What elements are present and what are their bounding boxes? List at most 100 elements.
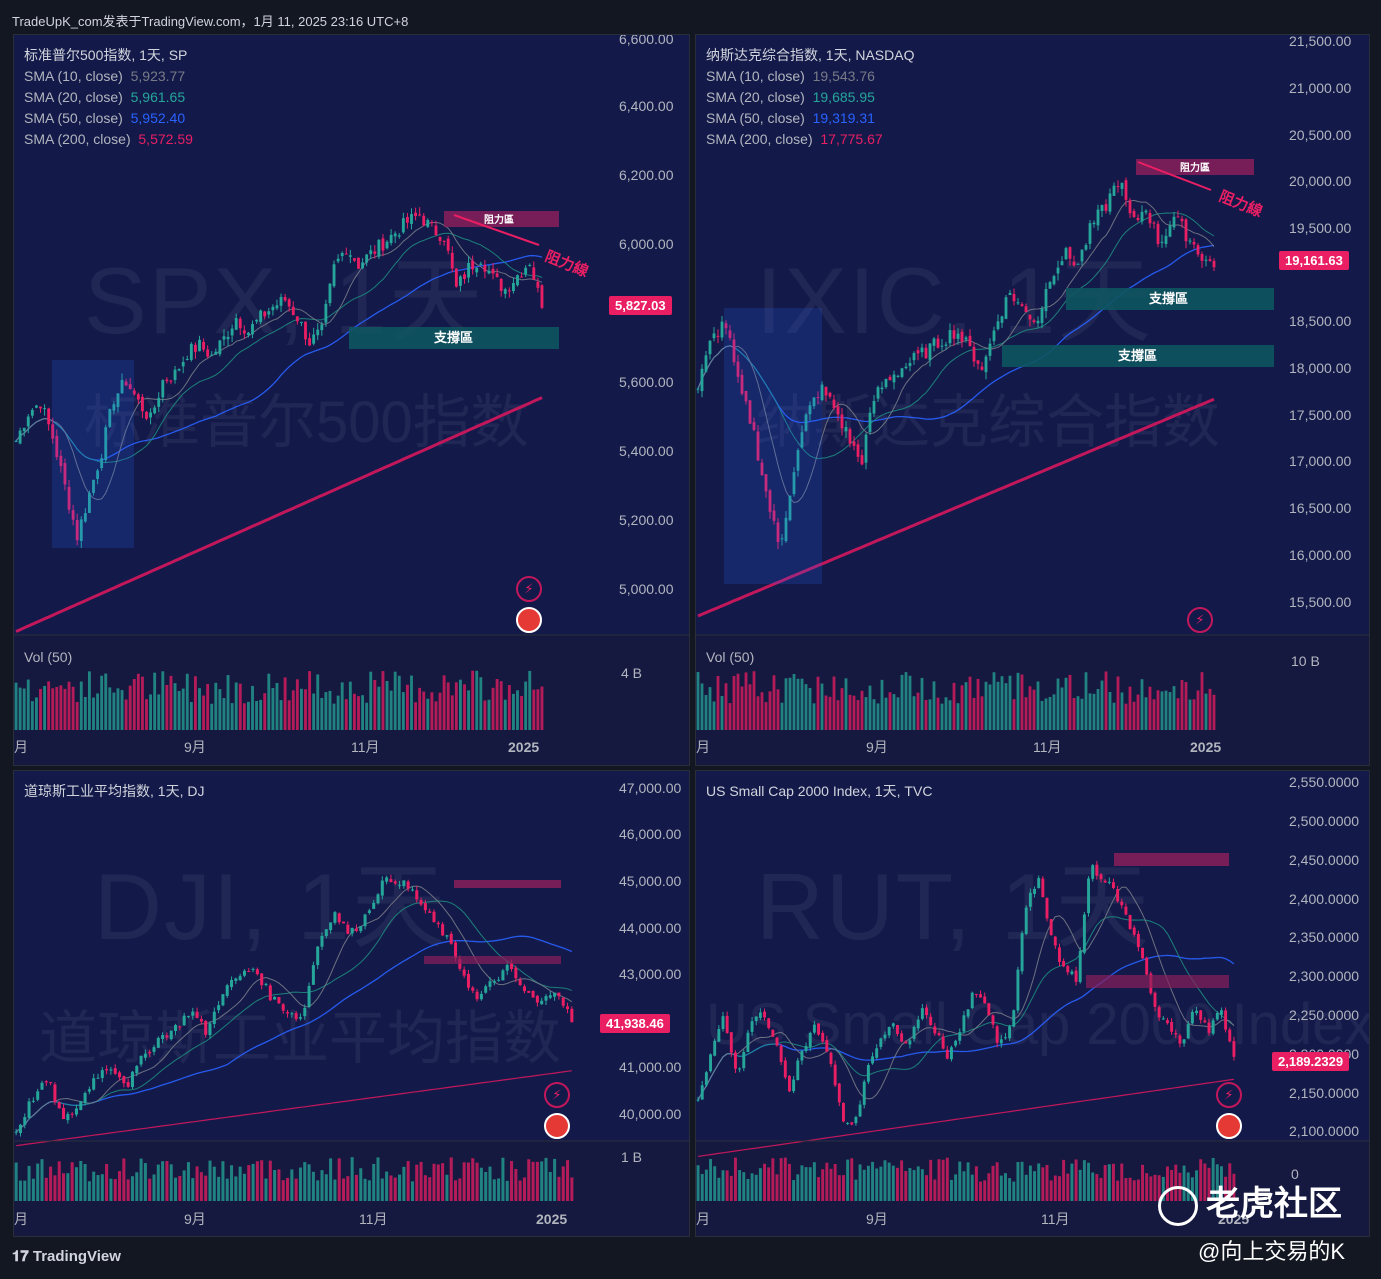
candle xyxy=(373,245,377,259)
candle xyxy=(1103,879,1107,883)
candle xyxy=(401,212,405,234)
volume-bar xyxy=(316,1180,320,1201)
volume-bar xyxy=(833,1163,837,1201)
chart-pane-rut[interactable]: RUT, 1天 US Small Cap 2000 Index US Small… xyxy=(695,770,1370,1237)
chart-pane-dji[interactable]: DJI, 1天 道琼斯工业平均指数 道琼斯工业平均指数, 1天, DJ 41,9… xyxy=(13,770,690,1237)
candle xyxy=(361,258,365,270)
candle xyxy=(218,339,222,357)
candle xyxy=(377,238,381,260)
candle xyxy=(896,1024,899,1037)
candle xyxy=(393,231,397,244)
candle xyxy=(354,924,358,933)
candle xyxy=(1199,1010,1203,1024)
volume-bar xyxy=(1078,1169,1082,1201)
candle xyxy=(836,402,840,422)
candle xyxy=(1124,903,1128,916)
volume-bar xyxy=(566,1160,570,1201)
flash-icon[interactable]: ⚡ xyxy=(516,576,542,602)
candle xyxy=(850,1121,854,1126)
chart-pane-ixic[interactable]: IXIC, 1天 纳斯达克综合指数 纳斯达克综合指数, 1天, NASDAQ S… xyxy=(695,34,1370,766)
volume-bar xyxy=(352,693,356,730)
volume-bar xyxy=(1008,1178,1012,1201)
volume-bar xyxy=(884,697,888,730)
candle xyxy=(340,251,344,262)
candle xyxy=(126,1078,130,1088)
volume-bar xyxy=(1012,699,1016,730)
candle xyxy=(912,351,916,365)
candle xyxy=(862,1079,866,1109)
volume-bar xyxy=(518,1180,522,1201)
volume-bar xyxy=(287,700,291,730)
y-tick-label: 2,300.0000 xyxy=(1289,968,1359,984)
us-flag-icon[interactable] xyxy=(544,1113,570,1139)
volume-bar xyxy=(720,695,724,730)
chart-pane-spx[interactable]: SPX, 1天 标准普尔500指数 标准普尔500指数, 1天, SP SMA … xyxy=(13,34,690,766)
us-flag-icon[interactable] xyxy=(1216,1113,1242,1139)
resistance-line xyxy=(453,214,540,246)
y-tick-label: 19,500.00 xyxy=(1289,220,1351,236)
volume-bar xyxy=(1049,1180,1053,1201)
volume-bar xyxy=(152,1174,156,1201)
y-tick-label: 2,350.0000 xyxy=(1289,929,1359,945)
volume-bar xyxy=(1045,1164,1049,1201)
candle xyxy=(59,450,63,473)
volume-bar xyxy=(970,1174,974,1201)
candle xyxy=(858,1100,862,1118)
candle xyxy=(732,333,736,366)
volume-bar xyxy=(1128,686,1132,730)
volume-bar xyxy=(507,685,511,730)
candle xyxy=(779,1043,783,1065)
volume-bar xyxy=(958,1161,962,1201)
volume-bar xyxy=(804,684,808,730)
volume-bar xyxy=(279,700,283,730)
volume-bar xyxy=(373,679,377,730)
volume-bar xyxy=(136,673,140,730)
volume-bar xyxy=(499,681,503,730)
volume-bar xyxy=(1004,683,1008,730)
volume-bar xyxy=(255,700,259,730)
candle xyxy=(1000,315,1004,328)
volume-bar xyxy=(238,683,242,730)
volume-bar xyxy=(1082,1160,1086,1201)
flash-icon[interactable]: ⚡ xyxy=(1216,1082,1242,1108)
volume-bar xyxy=(191,1178,195,1201)
candle xyxy=(821,1030,825,1044)
volume-bar xyxy=(866,1165,870,1201)
volume-bar xyxy=(1190,1177,1194,1201)
candle xyxy=(916,1015,920,1032)
candle xyxy=(105,1065,109,1075)
volume-bar xyxy=(357,696,360,730)
candle xyxy=(92,1073,96,1091)
volume-bar xyxy=(458,1178,462,1201)
flash-icon[interactable]: ⚡ xyxy=(1187,607,1213,633)
volume-bar xyxy=(181,688,185,730)
volume-bar xyxy=(908,675,912,730)
candle xyxy=(1184,218,1188,249)
candle xyxy=(132,387,136,396)
candle xyxy=(1124,177,1128,207)
candle xyxy=(182,1012,186,1026)
candle xyxy=(956,328,960,345)
candle xyxy=(1088,219,1092,250)
flash-icon[interactable]: ⚡ xyxy=(544,1082,570,1108)
us-flag-icon[interactable] xyxy=(516,607,542,633)
tradingview-logo[interactable]: 𝟏𝟕 TradingView xyxy=(12,1248,121,1265)
sma200-line xyxy=(15,396,543,633)
candle xyxy=(495,268,499,278)
volume-bar xyxy=(760,692,764,730)
candle xyxy=(1080,249,1084,266)
candle xyxy=(825,1035,829,1053)
candle xyxy=(876,385,880,403)
candle xyxy=(738,1067,742,1073)
candle xyxy=(1064,246,1068,260)
highlight-box xyxy=(52,360,134,548)
volume-bar xyxy=(1041,1167,1045,1201)
volume-bar xyxy=(980,696,984,730)
volume-bar xyxy=(1053,1175,1057,1201)
volume-bar xyxy=(904,1171,908,1201)
candle xyxy=(405,212,409,229)
volume-bar xyxy=(528,670,532,730)
candle xyxy=(928,343,932,367)
volume-bar xyxy=(557,1176,561,1201)
volume-bar xyxy=(1058,1176,1061,1201)
